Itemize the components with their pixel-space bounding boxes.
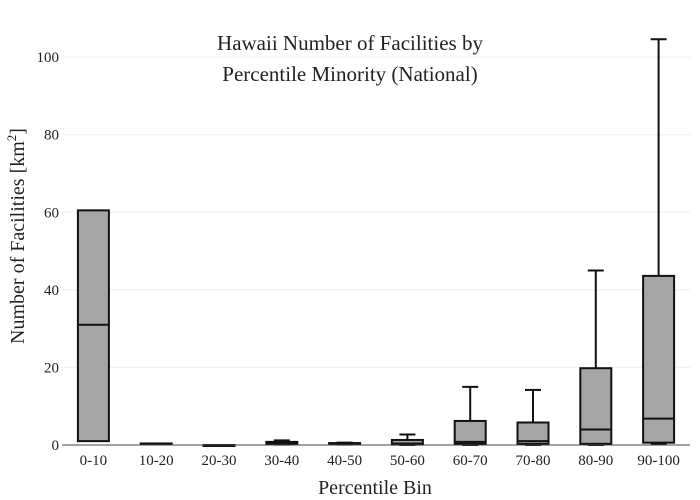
y-axis-title-close: ]: [7, 128, 29, 135]
y-axis-title-superscript: 2: [4, 135, 19, 142]
y-tick-label: 40: [44, 283, 59, 299]
x-tick-label: 60-70: [453, 453, 488, 469]
x-tick-label: 30-40: [264, 453, 299, 469]
box-90-100: [642, 38, 676, 445]
x-tick-label: 80-90: [578, 453, 613, 469]
y-tick-label: 0: [52, 438, 60, 454]
x-tick-label: 40-50: [327, 453, 362, 469]
y-axis-title-main: Number of Facilities [km: [7, 141, 29, 344]
plot-area: [76, 38, 676, 447]
y-tick-label: 20: [44, 360, 59, 376]
box-10-20: [139, 442, 173, 446]
box-50-60: [390, 433, 424, 446]
box-iqr: [642, 274, 676, 444]
box-70-80: [516, 388, 550, 446]
x-tick-label: 90-100: [637, 453, 680, 469]
x-tick-label: 50-60: [390, 453, 425, 469]
box-60-70: [453, 385, 487, 446]
x-tick-label: 0-10: [80, 453, 108, 469]
x-axis-title: Percentile Bin: [318, 477, 432, 499]
chart-title-line-1: Hawaii Number of Facilities by: [217, 31, 483, 55]
box-40-50: [328, 441, 362, 446]
box-iqr: [516, 421, 550, 445]
y-tick-label: 100: [37, 50, 60, 66]
x-tick-label: 70-80: [516, 453, 551, 469]
box-30-40: [265, 439, 299, 446]
box-iqr: [453, 419, 487, 445]
box-iqr: [579, 367, 613, 445]
box-0-10: [76, 209, 110, 443]
box-80-90: [579, 269, 613, 446]
y-tick-label: 80: [44, 128, 59, 144]
y-axis-title: Number of Facilities [km2]: [4, 128, 29, 344]
x-tick-label: 20-30: [202, 453, 237, 469]
y-axis: 0 20 40 60 80 100: [37, 50, 60, 454]
chart-title-line-2: Percentile Minority (National): [222, 62, 477, 86]
x-tick-label: 10-20: [139, 453, 174, 469]
y-tick-label: 60: [44, 205, 59, 221]
x-axis: 0-10 10-20 20-30 30-40 40-50 50-60 60-70 70-80 8…: [62, 444, 690, 469]
